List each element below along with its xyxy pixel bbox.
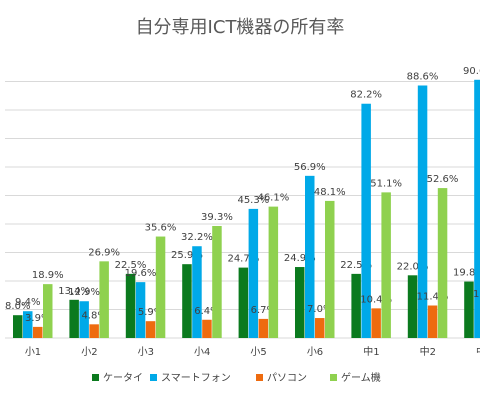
bar [135,282,146,338]
data-label: 22.5% [115,260,147,271]
x-tick-label: 小1 [25,346,41,358]
x-tick-label: 小3 [138,346,154,358]
bar [381,192,391,338]
data-label: 45.3% [237,195,269,206]
bar [351,273,361,338]
data-label: 52.6% [427,174,459,185]
bar [305,175,315,338]
data-label: 6.4% [194,306,219,317]
bar [43,284,53,338]
x-tick-label: 中2 [420,345,436,358]
legend-swatch [256,374,263,381]
data-label: 22.5% [340,260,372,271]
bar [325,200,335,338]
data-label: 3.9% [25,313,50,324]
bar [474,79,480,338]
data-label: 24.9% [284,253,316,264]
data-label: 11.4% [417,292,449,303]
data-label: 51.1% [370,178,402,189]
bar [437,188,448,338]
data-label: 22.0% [397,261,429,272]
bar [69,299,79,338]
bar [182,264,192,338]
bar [13,315,23,338]
data-label: 24.7% [227,254,259,265]
bar [407,275,418,338]
x-tick-label: 小6 [307,346,323,358]
bar [212,225,222,338]
data-label: 10.4% [360,294,392,305]
data-label: 46.1% [257,193,289,204]
bar [361,103,371,338]
data-label: 88.6% [407,71,439,82]
legend-label: ケータイ [103,372,143,384]
x-tick-label: 中3 [476,345,480,358]
legend-label: ゲーム機 [341,371,381,384]
data-label: 8.0% [5,301,30,312]
data-label: 18.9% [32,270,64,281]
data-label: 39.3% [201,212,233,223]
bar [23,311,33,338]
bar [295,267,305,338]
data-label: 13.4% [58,286,90,297]
legend-label: スマートフォン [161,373,231,384]
data-label: 5.9% [138,307,163,318]
data-label: 19.6% [125,268,157,279]
data-label: 48.1% [314,187,346,198]
data-label: 56.9% [294,162,326,173]
data-label: 90.6% [463,66,480,77]
bar [371,308,381,338]
data-label: 12.9% [68,287,100,298]
x-tick-label: 中1 [363,345,379,358]
data-label: 32.2% [181,232,213,243]
x-tick-label: 小5 [250,346,266,358]
bar [202,319,212,338]
legend-swatch [150,374,157,381]
data-label: 82.2% [350,90,382,101]
bar [427,305,438,338]
bar [145,321,156,338]
bar [155,236,166,338]
bar [99,261,109,338]
bar [192,246,202,338]
data-label: 19.8% [453,268,480,279]
data-label: 4.8% [81,310,106,321]
bar [268,206,279,338]
chart-title: 自分専用ICT機器の所有率 [136,17,345,38]
bar [79,301,89,338]
x-tick-label: 小4 [194,346,210,358]
data-label: 25.9% [171,250,203,261]
legend-swatch [330,374,337,381]
x-tick-label: 小2 [81,346,97,358]
bar [238,267,249,338]
data-label: 9.4% [15,297,40,308]
data-label: 35.6% [145,223,177,234]
data-label: 12.3% [473,289,480,300]
bar [258,318,269,338]
bar [89,324,99,338]
bar [464,281,474,338]
data-label: 26.9% [88,247,120,258]
bar [248,208,259,338]
bar [417,85,428,339]
data-label: 6.7% [251,305,276,316]
legend-swatch [92,374,99,381]
legend-label: パソコン [267,372,307,384]
bar [315,318,325,338]
bar [33,326,43,338]
data-label: 7.0% [307,304,332,315]
bar [125,273,136,338]
